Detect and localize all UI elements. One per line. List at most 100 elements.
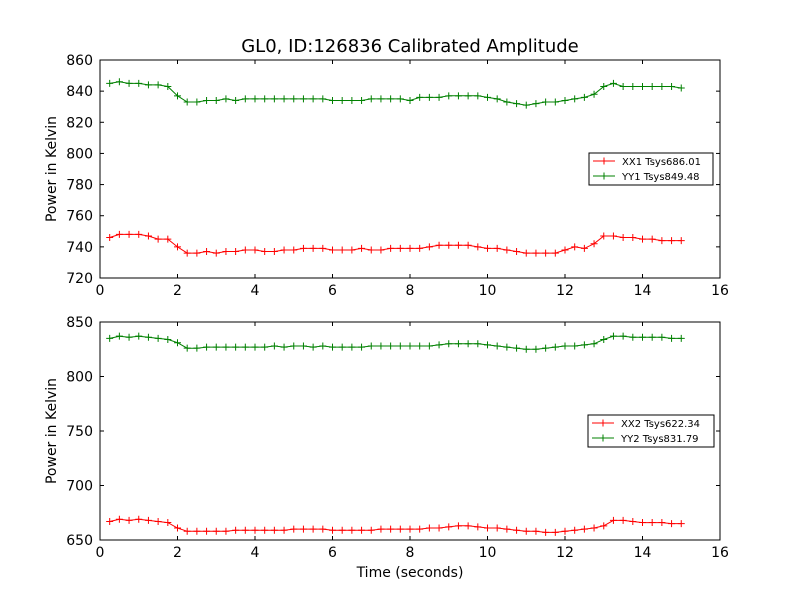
data-point — [677, 237, 685, 245]
data-point — [193, 249, 201, 257]
data-point — [154, 517, 162, 525]
y-tick-label: 720 — [66, 271, 93, 287]
data-point — [474, 340, 482, 348]
data-point — [484, 244, 491, 252]
data-point — [164, 335, 172, 343]
data-point — [571, 342, 579, 350]
data-point — [358, 343, 366, 351]
x-tick-label: 16 — [711, 545, 729, 561]
data-point — [203, 248, 211, 256]
data-point — [600, 335, 608, 343]
data-point — [290, 246, 298, 254]
data-point — [348, 343, 356, 351]
data-point — [474, 523, 482, 531]
data-point — [668, 334, 676, 342]
data-point — [270, 248, 278, 256]
x-tick-label: 10 — [479, 545, 497, 561]
data-point — [319, 244, 327, 252]
legend-marker — [600, 172, 608, 180]
x-axis-label: Time (seconds) — [356, 565, 464, 581]
x-tick-label: 8 — [406, 283, 415, 299]
data-point — [144, 81, 152, 89]
data-point — [648, 82, 656, 90]
data-point — [367, 95, 375, 103]
data-point — [464, 340, 472, 348]
data-point — [619, 234, 627, 242]
y-tick-label: 800 — [66, 370, 93, 386]
data-point — [261, 343, 269, 351]
y-tick-label: 860 — [66, 53, 93, 69]
x-tick-label: 8 — [406, 545, 415, 561]
x-tick-label: 14 — [634, 545, 652, 561]
legend-label: YY1 Tsys849.48 — [621, 172, 700, 183]
data-point — [261, 526, 269, 534]
data-point — [299, 342, 307, 350]
data-point — [454, 522, 462, 530]
data-point — [484, 341, 491, 349]
data-point — [551, 98, 559, 106]
data-point — [396, 244, 404, 252]
x-tick-label: 4 — [251, 545, 260, 561]
data-point — [367, 246, 375, 254]
data-point — [677, 520, 685, 528]
data-point — [299, 525, 307, 533]
data-point — [435, 241, 443, 249]
data-point — [542, 98, 550, 106]
data-point — [203, 96, 211, 104]
data-point — [232, 96, 240, 104]
data-point — [600, 82, 608, 90]
data-point — [270, 342, 278, 350]
data-point — [329, 246, 336, 254]
y-tick-label: 850 — [66, 315, 93, 331]
data-point — [377, 95, 385, 103]
data-point — [319, 525, 327, 533]
data-point — [290, 525, 298, 533]
y-tick-label: 800 — [66, 146, 93, 162]
data-point — [222, 343, 230, 351]
legend-label: XX1 Tsys686.01 — [622, 157, 701, 168]
data-point — [261, 248, 269, 256]
data-point — [561, 96, 569, 104]
data-point — [396, 525, 404, 533]
data-point — [416, 93, 424, 101]
figure-title: GL0, ID:126836 Calibrated Amplitude — [241, 36, 579, 57]
legend-box — [587, 414, 715, 448]
legend-label: XX2 Tsys622.34 — [621, 419, 700, 430]
data-point — [668, 82, 676, 90]
data-point — [590, 90, 598, 98]
data-point — [154, 235, 162, 243]
data-point — [396, 95, 404, 103]
y-tick-label: 820 — [66, 115, 93, 131]
data-point — [484, 93, 491, 101]
data-point — [106, 517, 114, 525]
data-point — [387, 95, 395, 103]
data-point — [174, 92, 181, 100]
legend-marker — [599, 434, 607, 442]
data-point — [338, 246, 346, 254]
data-point — [445, 523, 453, 531]
data-point — [183, 98, 191, 106]
data-point — [125, 230, 133, 238]
data-point — [668, 237, 676, 245]
data-point — [445, 92, 453, 100]
data-point — [571, 243, 579, 251]
data-point — [270, 526, 278, 534]
y-tick-label: 780 — [66, 178, 93, 194]
data-point — [435, 524, 443, 532]
data-point — [580, 93, 588, 101]
data-point — [503, 246, 511, 254]
series-line-2 — [109, 335, 682, 350]
legend-marker — [600, 157, 608, 165]
data-point — [648, 333, 656, 341]
data-point — [135, 230, 143, 238]
data-point — [115, 78, 123, 86]
data-point — [445, 340, 453, 348]
legend-box — [588, 152, 714, 186]
data-point — [309, 244, 317, 252]
data-point — [193, 98, 201, 106]
data-point — [522, 249, 530, 257]
data-point — [144, 516, 152, 524]
data-point — [590, 524, 598, 532]
data-point — [425, 342, 433, 350]
data-point — [522, 527, 530, 535]
